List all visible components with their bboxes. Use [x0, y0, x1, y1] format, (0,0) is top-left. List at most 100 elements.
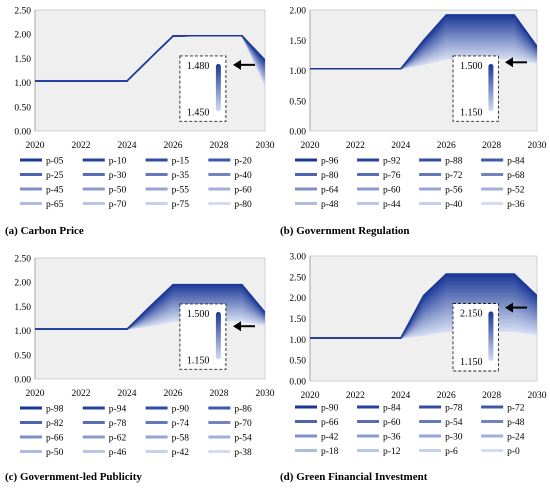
y-tick-label: 1.50 [289, 37, 306, 47]
y-tick-label: 2.50 [289, 273, 306, 283]
legend-label: p-60 [383, 186, 401, 196]
legend-label: p-80 [321, 171, 339, 181]
chart-panel-b: 0.00 0.50 1.00 1.50 2.00 2020 2022 2024 2026 2028… [280, 7, 547, 238]
x-tick-label: 2030 [528, 141, 547, 151]
legend-label: p-18 [321, 447, 339, 457]
legend-label: p-68 [507, 171, 525, 181]
legend-label: p-72 [507, 404, 525, 414]
x-tick-label: 2030 [528, 391, 547, 401]
inset-bottom-label: 1.150 [187, 355, 210, 366]
inset-bottom-label: 1.150 [460, 107, 483, 118]
legend-label: p-25 [46, 171, 64, 181]
legend-label: p-64 [321, 186, 339, 196]
legend-label: p-45 [46, 186, 64, 196]
legend-label: p-70 [234, 419, 252, 429]
legend-label: p-40 [234, 171, 252, 181]
band-slice [310, 308, 537, 339]
y-tick-label: 0.00 [289, 378, 306, 388]
legend-label: p-50 [46, 448, 64, 458]
inset-bottom-label: 1.450 [187, 107, 210, 118]
legend-label: p-10 [109, 157, 127, 167]
x-tick-label: 2022 [346, 391, 365, 401]
legend-label: p-36 [507, 200, 525, 210]
y-tick-label: 1.50 [14, 55, 31, 65]
band-slice [310, 46, 537, 69]
legend-label: p-60 [234, 186, 252, 196]
legend-label: p-54 [234, 434, 252, 444]
legend-label: p-30 [445, 433, 463, 443]
panel-caption: (c) Government-led Publicity [5, 471, 142, 483]
legend-label: p-98 [46, 405, 64, 415]
panel-caption: (b) Government Regulation [280, 225, 410, 237]
x-tick-label: 2024 [118, 389, 137, 399]
x-tick-label: 2026 [437, 141, 456, 151]
x-tick-label: 2026 [164, 389, 183, 399]
y-tick-label: 0.50 [289, 357, 306, 367]
legend-label: p-76 [383, 171, 401, 181]
arrow-head [233, 59, 241, 70]
y-tick-label: 0.50 [14, 103, 31, 113]
band-slice [35, 316, 265, 330]
fan-band [35, 283, 265, 330]
x-tick-label: 2022 [346, 141, 365, 151]
legend-label: p-65 [46, 200, 64, 210]
legend-label: p-80 [234, 200, 252, 210]
chart-panel-d: 0.00 0.50 1.00 1.50 2.00 2.50 3.00 2020 2022 2024… [280, 253, 547, 484]
y-tick-label: 0.00 [14, 128, 31, 138]
inset-top-label: 1.500 [187, 309, 210, 320]
x-tick-label: 2028 [482, 391, 501, 401]
y-tick-label: 0.00 [289, 128, 306, 138]
legend-label: p-35 [172, 171, 190, 181]
inset-top-label: 1.480 [187, 61, 210, 72]
legend-label: p-0 [507, 447, 520, 457]
legend-label: p-96 [321, 157, 339, 167]
legend-label: p-92 [383, 157, 401, 167]
panel-caption: (d) Green Financial Investment [280, 471, 428, 483]
legend-label: p-55 [172, 186, 190, 196]
legend-label: p-05 [46, 157, 64, 167]
legend-label: p-56 [445, 186, 463, 196]
legend-label: p-84 [507, 157, 525, 167]
chart-panel-c: 0.00 0.50 1.00 1.50 2.00 2.50 2020 2022 2024 2026… [5, 255, 275, 484]
series-line-p-96 [310, 14, 537, 70]
series-line-p-05 [35, 35, 265, 82]
legend-label: p-84 [383, 404, 401, 414]
x-tick-label: 2030 [256, 389, 275, 399]
band-slice [35, 311, 265, 330]
legend-label: p-12 [383, 447, 401, 457]
y-tick-label: 1.50 [289, 315, 306, 325]
legend-label: p-15 [172, 157, 190, 167]
legend-label: p-30 [109, 171, 127, 181]
y-tick-label: 1.00 [14, 327, 31, 337]
legend-label: p-75 [172, 200, 190, 210]
legend-label: p-66 [321, 418, 339, 428]
y-tick-label: 2.00 [289, 7, 306, 17]
legend-label: p-48 [507, 418, 525, 428]
legend-label: p-82 [46, 419, 64, 429]
legend-label: p-88 [445, 157, 463, 167]
legend-label: p-20 [234, 157, 252, 167]
legend-label: p-70 [109, 200, 127, 210]
legend-label: p-50 [109, 186, 127, 196]
series-line-p-98 [35, 283, 265, 330]
legend-label: p-52 [507, 186, 525, 196]
band-slice [310, 52, 537, 69]
inset-color-bar [488, 311, 494, 361]
inset-color-bar [215, 311, 221, 360]
legend-label: p-44 [383, 200, 401, 210]
band-slice [310, 49, 537, 69]
y-tick-label: 3.00 [289, 253, 306, 263]
x-tick-label: 2022 [72, 389, 91, 399]
legend-label: p-58 [172, 434, 190, 444]
legend-label: p-38 [234, 448, 252, 458]
plot-area [34, 9, 266, 132]
inset-color-bar [215, 63, 221, 112]
legend-label: p-36 [383, 433, 401, 443]
y-tick-label: 0.00 [14, 376, 31, 386]
band-slice [310, 55, 537, 69]
legend-label: p-6 [445, 447, 458, 457]
band-slice [35, 318, 265, 330]
panel-caption: (a) Carbon Price [5, 225, 84, 237]
y-tick-label: 2.00 [14, 279, 31, 289]
x-tick-label: 2028 [210, 141, 229, 151]
